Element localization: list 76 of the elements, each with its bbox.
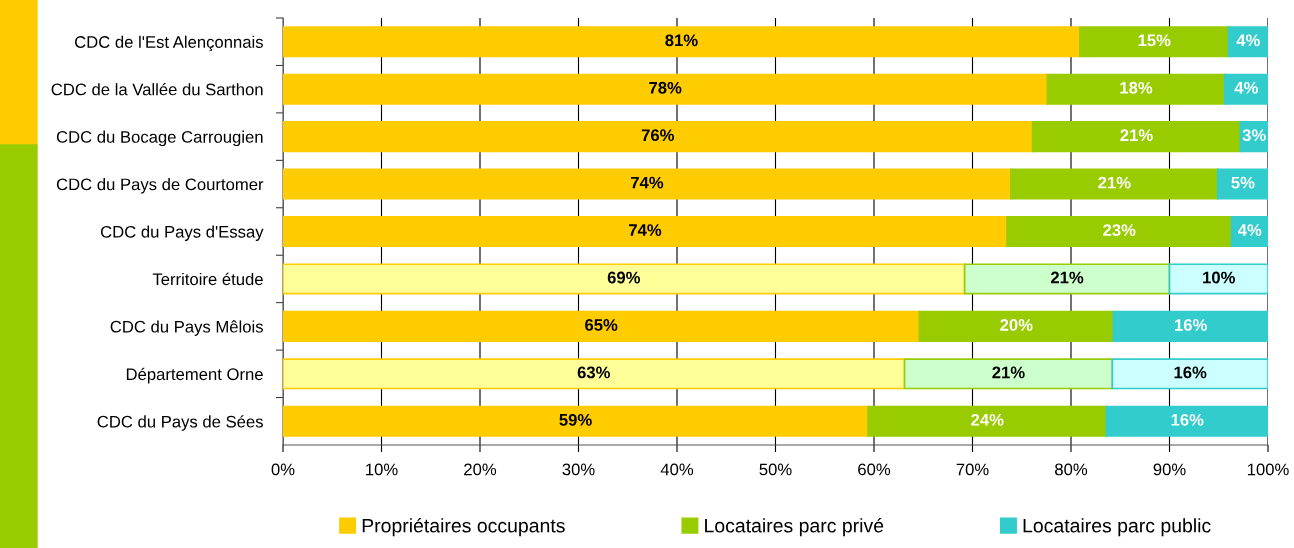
- bar: [1079, 26, 1230, 58]
- bar: [918, 310, 1115, 342]
- y-tick-label: CDC du Pays de Courtomer: [56, 178, 264, 194]
- bar: [903, 358, 1114, 390]
- y-tick-label: CDC du Pays d'Essay: [100, 225, 264, 241]
- data-label: 81%: [665, 34, 698, 47]
- bar: [1046, 73, 1226, 105]
- y-tick-label: CDC du Pays de Sées: [97, 415, 263, 431]
- y-tick-label: Département Orne: [126, 367, 263, 384]
- y-tick-label: Territoire étude: [152, 272, 263, 286]
- data-label: 24%: [971, 413, 1004, 426]
- bar: [283, 215, 1008, 248]
- data-label: 21%: [1050, 271, 1084, 284]
- bar: [1112, 310, 1268, 342]
- data-label: 16%: [1174, 366, 1207, 379]
- x-tick-label: 60%: [858, 463, 891, 476]
- data-label: 20%: [1000, 319, 1033, 331]
- bar: [283, 263, 966, 295]
- data-label: 59%: [559, 413, 592, 426]
- bar: [1111, 358, 1268, 390]
- x-tick-label: 10%: [366, 463, 398, 476]
- data-label: 5%: [1231, 176, 1255, 189]
- data-label: 15%: [1138, 34, 1171, 47]
- data-label: 76%: [641, 129, 675, 142]
- bar: [1031, 121, 1242, 153]
- data-label: 3%: [1242, 129, 1266, 142]
- bar: [1006, 215, 1233, 248]
- data-label: 74%: [629, 224, 662, 236]
- y-tick-label: CDC du Pays Mêlois: [110, 320, 263, 336]
- data-label: 18%: [1120, 81, 1153, 94]
- bar: [283, 168, 1012, 200]
- data-label: 65%: [585, 319, 618, 331]
- data-label: 10%: [1203, 271, 1235, 284]
- data-label: 21%: [1120, 129, 1153, 142]
- bar: [1216, 168, 1268, 200]
- data-label: 16%: [1171, 413, 1204, 426]
- bar: [283, 405, 869, 437]
- y-tick-label: CDC du Bocage Carrougien: [56, 130, 263, 147]
- bar: [1230, 215, 1268, 248]
- bar: [1168, 263, 1268, 295]
- data-label: 23%: [1103, 224, 1136, 236]
- data-label: 21%: [992, 366, 1025, 379]
- bar: [867, 405, 1108, 437]
- x-tick-label: 80%: [1055, 463, 1088, 476]
- x-tick-label: 100%: [1247, 463, 1289, 476]
- data-label: 63%: [577, 366, 611, 379]
- bar: [283, 73, 1049, 105]
- bar: [1010, 168, 1219, 200]
- data-label: 21%: [1098, 176, 1131, 189]
- data-label: 4%: [1237, 224, 1262, 236]
- data-label: 4%: [1236, 34, 1260, 47]
- y-tick-label: CDC de la Vallée du Sarthon: [51, 82, 263, 96]
- legend-label: Locataires parc privé: [705, 518, 884, 537]
- data-label: 16%: [1175, 319, 1207, 331]
- x-tick-label: 40%: [660, 463, 694, 476]
- legend-label: Locataires parc public: [1023, 518, 1211, 537]
- bar: [283, 26, 1081, 58]
- data-label: 78%: [649, 81, 682, 94]
- x-tick-label: 20%: [464, 463, 497, 476]
- data-label: 69%: [607, 271, 641, 284]
- data-label: 74%: [631, 176, 664, 189]
- bar: [1223, 73, 1268, 105]
- x-tick-label: 70%: [956, 463, 989, 476]
- bar: [963, 263, 1171, 295]
- legend-label: Propriétaires occupants: [362, 518, 565, 537]
- x-tick-label: 30%: [562, 463, 595, 476]
- y-tick-label: CDC de l'Est Alençonnais: [75, 35, 263, 52]
- bar: [283, 358, 906, 390]
- x-tick-label: 50%: [759, 463, 792, 476]
- x-tick-label: 90%: [1153, 463, 1186, 476]
- bar: [1227, 26, 1268, 58]
- bar: [283, 310, 921, 342]
- data-label: 4%: [1234, 81, 1258, 94]
- bar: [283, 121, 1034, 153]
- bar: [1105, 405, 1268, 437]
- x-tick-label: 0%: [271, 463, 295, 476]
